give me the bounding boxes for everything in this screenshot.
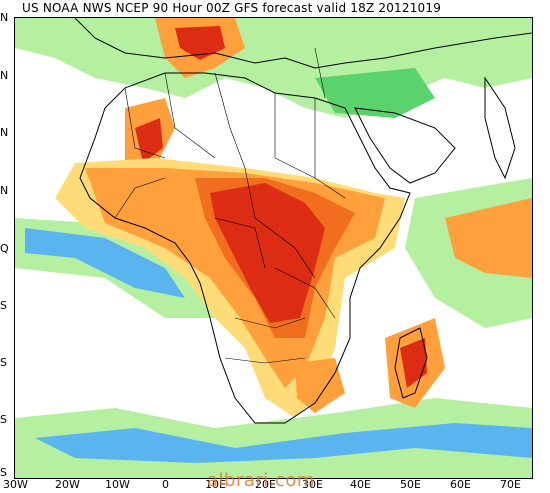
lat-label: N (0, 184, 9, 197)
precip-south-band-blue (35, 423, 532, 463)
lon-label: 50E (400, 478, 421, 491)
precip-south-africa (295, 358, 345, 413)
map-canvas (15, 18, 532, 478)
border-line (214, 217, 266, 269)
border-line (244, 167, 316, 279)
border-line (164, 72, 216, 159)
lon-label: 20W (55, 478, 80, 491)
precip-ne-arabia (315, 68, 435, 118)
border-line (114, 177, 166, 219)
precip-band-north-red (175, 26, 225, 60)
lat-label: Q (0, 242, 9, 255)
borders (114, 47, 346, 364)
border-line (314, 98, 346, 199)
lon-label: 30W (3, 478, 28, 491)
precip-streak-west-red (135, 118, 163, 163)
lon-label: 0 (162, 478, 169, 491)
border-line (214, 72, 246, 169)
lat-label: N (0, 11, 9, 24)
coast-africa (79, 72, 411, 424)
lat-label: N (0, 69, 9, 82)
lon-label: 10E (205, 478, 226, 491)
border-line (234, 317, 306, 329)
border-line (314, 47, 326, 99)
precip-madagascar-red (400, 338, 427, 388)
precip-sw-band-blue (25, 228, 185, 298)
coast-europe (74, 18, 532, 69)
lat-label: S (0, 466, 7, 479)
border-line (124, 87, 166, 159)
lon-label: 60E (450, 478, 471, 491)
lon-label: 70E (500, 478, 521, 491)
lat-label: S (0, 413, 7, 426)
lat-label: S (0, 299, 7, 312)
coastlines (74, 18, 532, 424)
precip-se-band-orange (445, 198, 532, 278)
forecast-map (14, 17, 533, 479)
border-line (274, 267, 336, 319)
precip-band-north (15, 18, 532, 118)
border-line (224, 357, 306, 364)
border-line (274, 93, 316, 179)
lat-label: N (0, 126, 9, 139)
lon-label: 40E (350, 478, 371, 491)
lon-label: 10W (105, 478, 130, 491)
precipitation-shading (15, 18, 532, 478)
coast-arabia (354, 107, 456, 184)
chart-title: US NOAA NWS NCEP 90 Hour 00Z GFS forecas… (22, 1, 442, 15)
lat-label: S (0, 356, 7, 369)
lon-label: 20E (255, 478, 276, 491)
watermark: albrari.com (207, 470, 315, 491)
precip-continental-red (210, 183, 325, 323)
coast-madagascar (394, 327, 428, 399)
coast-india (484, 76, 516, 180)
lon-label: 30E (302, 478, 323, 491)
